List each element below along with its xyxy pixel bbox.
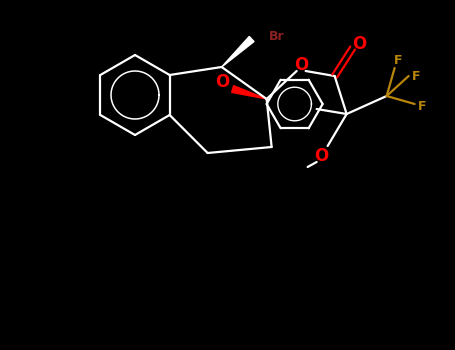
Polygon shape (232, 86, 267, 99)
Text: O: O (216, 73, 230, 91)
Text: O: O (353, 35, 367, 53)
Text: Br: Br (268, 29, 284, 42)
Polygon shape (222, 36, 254, 67)
Text: O: O (294, 56, 309, 74)
Text: F: F (417, 99, 426, 112)
Text: F: F (394, 55, 402, 68)
Text: O: O (314, 147, 329, 165)
Text: F: F (411, 70, 420, 83)
